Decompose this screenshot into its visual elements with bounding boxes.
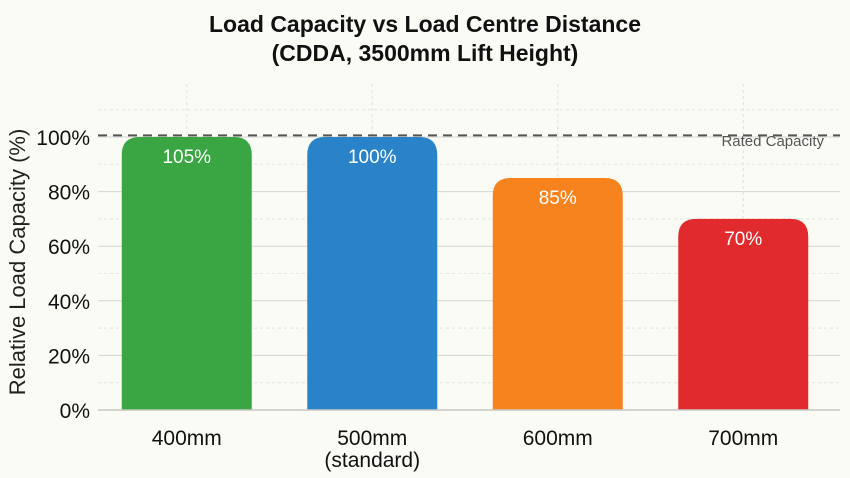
bar-500mm (307, 137, 438, 410)
chart-title-block: Load Capacity vs Load Centre Distance (C… (0, 10, 850, 68)
y-tick-label: 60% (48, 236, 90, 259)
chart-title: Load Capacity vs Load Centre Distance (208, 11, 641, 37)
y-tick-label: 40% (48, 291, 90, 314)
bar-value-label: 70% (724, 229, 762, 250)
y-tick-label: 0% (60, 400, 90, 423)
y-tick-label: 80% (48, 182, 90, 205)
x-tick-label: 700mm (708, 427, 778, 450)
y-tick-label: 20% (48, 345, 90, 368)
bar-400mm (121, 137, 252, 410)
bar-value-label: 105% (162, 147, 211, 168)
x-tick-label: 600mm (523, 427, 593, 450)
x-tick-label: 500mm (337, 427, 407, 450)
bar-value-label: 85% (539, 188, 577, 209)
bar-value-label: 100% (348, 147, 397, 168)
bar-600mm (492, 177, 623, 410)
x-tick-sublabel: (standard) (324, 449, 420, 472)
y-tick-label: 100% (36, 127, 90, 150)
x-tick-label: 400mm (152, 427, 222, 450)
rated-capacity-label: Rated Capacity (721, 133, 824, 150)
bar-700mm (678, 218, 809, 410)
chart-subtitle: (CDDA, 3500mm Lift Height) (271, 40, 579, 66)
